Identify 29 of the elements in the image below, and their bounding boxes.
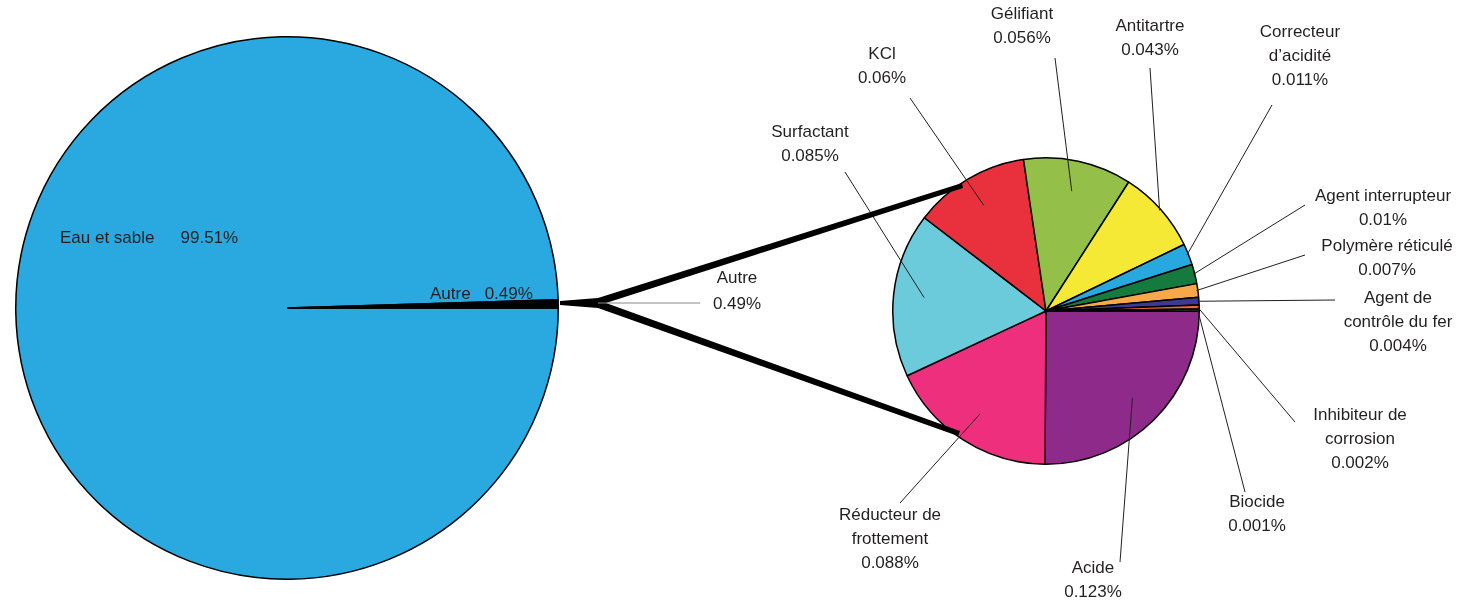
slice-label: Correcteur d’acidité xyxy=(1259,22,1341,66)
data-label: 0.01% xyxy=(1358,210,1408,230)
slice-label: Agent interrupteur xyxy=(1314,186,1452,206)
slice-label: Agent de contrôle du fer xyxy=(1343,288,1453,332)
data-label: 0.001% xyxy=(1228,516,1286,536)
data-label: 0.002% xyxy=(1331,453,1389,473)
slice-label: Autre xyxy=(430,284,471,303)
slice-label: Réducteur de frottement xyxy=(838,505,942,549)
data-label: 0.007% xyxy=(1358,260,1416,280)
data-label: 0.06% xyxy=(857,68,907,88)
data-label: 0.056% xyxy=(993,28,1051,48)
data-label: 0.043% xyxy=(1121,40,1179,60)
slice-label: KCl xyxy=(868,44,896,64)
data-label: 0.088% xyxy=(861,553,919,573)
slice-label: Biocide xyxy=(1229,492,1285,512)
data-label: 0.49% xyxy=(484,284,533,303)
text: Autre 0.49% xyxy=(712,268,762,314)
data-label: 0.011% xyxy=(1271,70,1329,90)
slice-label: Acide xyxy=(1071,558,1115,578)
slice-label: Polymère réticulé xyxy=(1321,236,1453,256)
slice-label: Inhibiteur de corrosion xyxy=(1313,405,1407,449)
slice-label: Eau et sable xyxy=(60,228,155,247)
data-label: 0.123% xyxy=(1064,582,1122,602)
slice-label: Antitartre xyxy=(1115,16,1185,36)
data-label: 0.085% xyxy=(781,146,839,166)
data-label: 0.004% xyxy=(1369,336,1427,356)
data-label: 99.51% xyxy=(180,228,239,247)
slice-label: Surfactant xyxy=(771,122,850,142)
slice-label: Gélifiant xyxy=(990,4,1054,24)
